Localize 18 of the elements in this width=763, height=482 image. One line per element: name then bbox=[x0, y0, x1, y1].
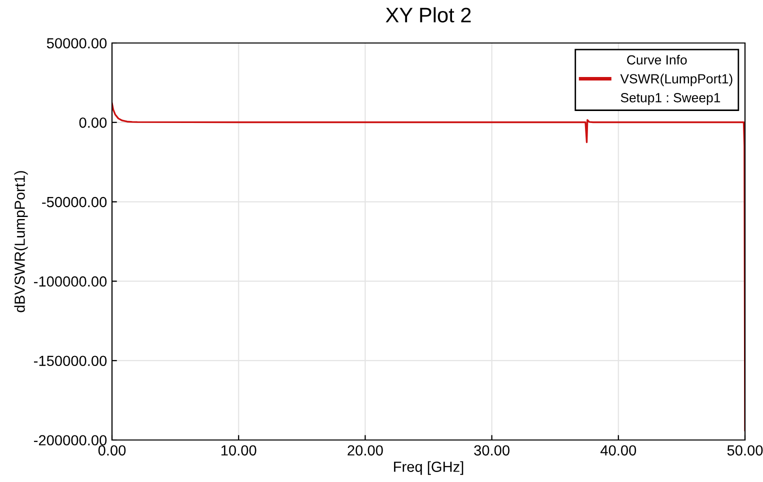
y-tick-label: -100000.00 bbox=[34, 276, 107, 287]
y-tick-label: 50000.00 bbox=[46, 38, 107, 48]
y-axis-title: dBVSWR(LumpPort1) bbox=[14, 171, 28, 312]
legend-label: VSWR(LumpPort1) bbox=[620, 74, 732, 86]
x-tick-label: 50.00 bbox=[727, 445, 763, 456]
y-tick-label: -50000.00 bbox=[42, 196, 107, 208]
y-tick-label: 0.00 bbox=[79, 118, 107, 128]
annotation: Setup1 : Sweep1 bbox=[620, 93, 720, 105]
x-tick-label: 20.00 bbox=[348, 445, 383, 456]
x-tick-label: 40.00 bbox=[600, 445, 636, 456]
x-tick-label: 10.00 bbox=[221, 445, 256, 456]
x-axis-title: Freq [GHz] bbox=[394, 461, 464, 475]
x-tick-label: 30.00 bbox=[474, 445, 510, 456]
y-tick-label: -150000.00 bbox=[34, 356, 107, 366]
y-tick-label: -200000.00 bbox=[34, 435, 107, 446]
chart-title: XY Plot 2 bbox=[386, 7, 471, 22]
x-tick-label: 0.00 bbox=[98, 445, 126, 456]
legend-title: Curve Info bbox=[627, 54, 687, 65]
